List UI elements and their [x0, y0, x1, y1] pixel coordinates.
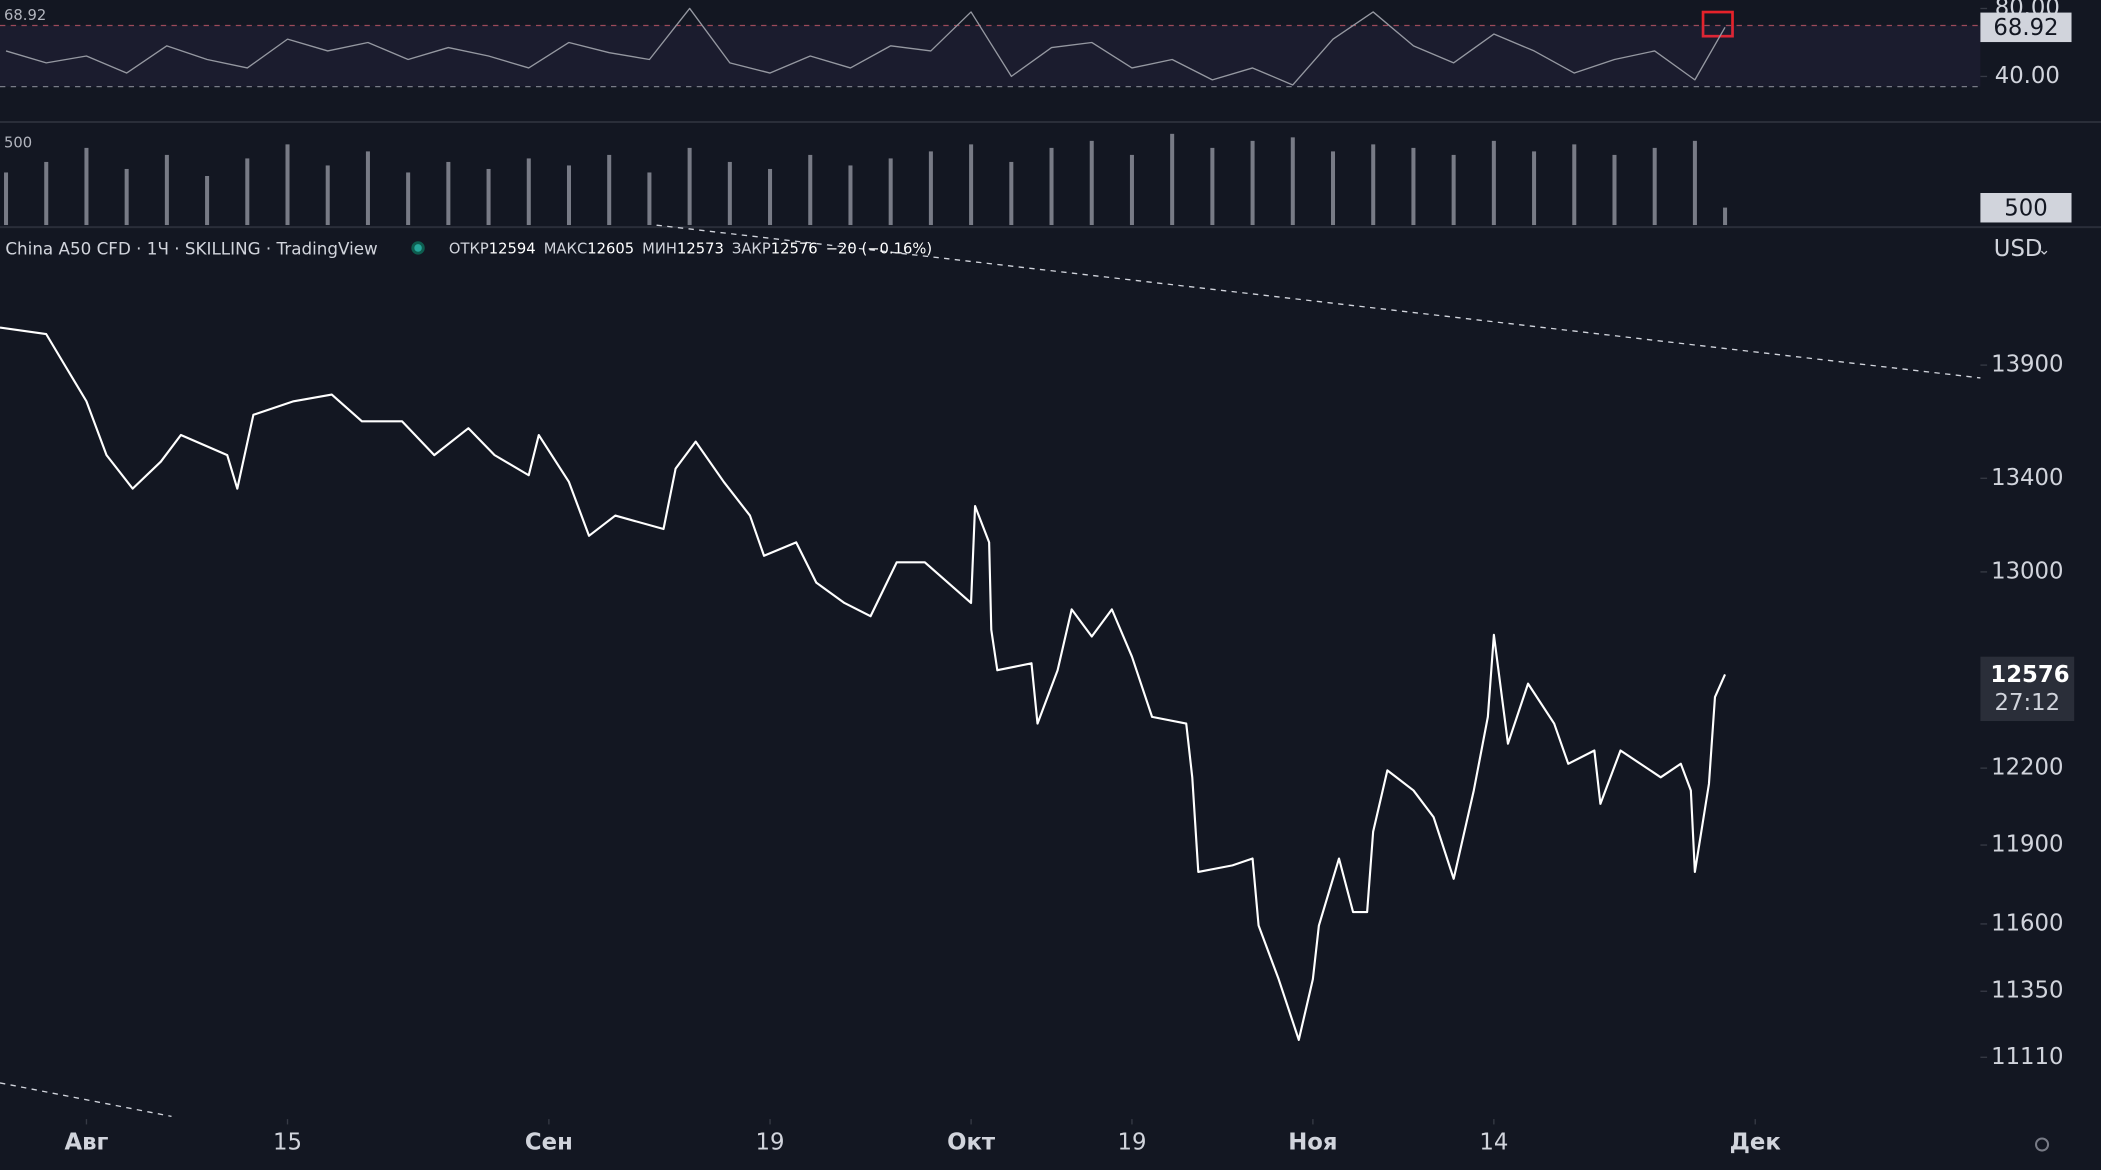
trend-line — [656, 224, 1981, 379]
settings-icon[interactable] — [2035, 1137, 2050, 1152]
price-label-box — [1980, 656, 2075, 722]
volume-bar — [365, 151, 370, 226]
trend-line — [0, 1082, 172, 1118]
currency: USD — [1994, 236, 2043, 262]
y-tick-label: 11350 — [1991, 978, 2063, 1004]
ohlc-value: 12576 — [771, 240, 818, 257]
volume-bar — [808, 154, 813, 226]
y-tick-label: 13400 — [1991, 465, 2063, 491]
volume-bar — [1451, 154, 1456, 226]
volume-bar — [768, 168, 773, 226]
volume-bar — [928, 151, 933, 226]
change: −20 (−0.16%) — [826, 240, 932, 257]
highlight-box — [1701, 10, 1734, 38]
volume-bar — [1210, 147, 1215, 226]
volume-bar — [1652, 147, 1657, 226]
volume-bar — [1129, 154, 1134, 226]
x-tick-label: Сен — [525, 1130, 573, 1156]
volume-bar — [1290, 137, 1295, 226]
volume-bar — [848, 165, 853, 226]
volume-bar — [1250, 140, 1255, 226]
volume-bar — [1009, 161, 1014, 226]
volume-bar — [647, 172, 652, 226]
volume-bar — [205, 175, 210, 226]
x-tick-label: Ноя — [1288, 1130, 1337, 1156]
x-tick-label: Авг — [64, 1130, 108, 1156]
volume-bar — [1491, 140, 1496, 226]
volume-bar — [727, 161, 732, 226]
x-tick-label: Окт — [947, 1130, 996, 1156]
x-tick-label: 14 — [1479, 1130, 1508, 1156]
volume-bar — [1532, 151, 1537, 226]
volume-bar — [245, 158, 250, 226]
volume-bar — [1411, 147, 1416, 226]
rsi-line — [5, 7, 1726, 86]
volume-bar — [1723, 207, 1728, 226]
ohlc-label: МИН — [642, 240, 677, 257]
volume-bar — [888, 158, 893, 226]
rsi-value: 68.92 — [4, 7, 46, 24]
volume-bar — [406, 172, 411, 226]
volume-bar — [164, 154, 169, 226]
symbol-title: China A50 CFD · 1Ч · SKILLING · TradingV… — [5, 238, 377, 258]
y-tick-label: 11110 — [1991, 1044, 2063, 1070]
y-tick-label: 11900 — [1991, 832, 2063, 858]
ohlc-label: ОТКР — [449, 240, 489, 257]
volume-bar — [566, 165, 571, 226]
x-tick-label: Дек — [1730, 1130, 1782, 1156]
volume-bar — [1330, 151, 1336, 226]
rsi-band-fill — [0, 25, 1981, 87]
value-badge — [1980, 192, 2072, 223]
volume-bar — [124, 168, 129, 226]
volume-value: 500 — [4, 134, 32, 151]
volume-bar — [285, 144, 290, 226]
x-tick-label: 19 — [1117, 1130, 1146, 1156]
volume-bar — [1089, 140, 1094, 226]
x-tick-label: 19 — [756, 1130, 785, 1156]
x-tick-label: 15 — [273, 1130, 302, 1156]
rsi-pane — [0, 7, 1981, 88]
volume-bar — [84, 147, 89, 226]
countdown: 27:12 — [1995, 690, 2061, 716]
volume-bar — [1572, 144, 1577, 226]
volume-bar — [446, 161, 451, 226]
ohlc: ОТКР12594 МАКС12605 МИН12573 ЗАКР12576 −20 (… — [449, 240, 932, 257]
axes: 80.0040.0068.925001390013400130001220011… — [64, 0, 2072, 1156]
volume-bar — [486, 168, 491, 226]
price-pane — [0, 326, 1726, 1041]
volume-bar — [1049, 147, 1054, 226]
currency-caret: ⌄ — [2038, 242, 2050, 259]
ohlc-value: 12573 — [677, 240, 724, 257]
last-price: 12576 — [1990, 662, 2069, 688]
volume-bar — [1612, 154, 1617, 226]
y-tick-label: 12200 — [1991, 755, 2063, 781]
y-tick-label: 11600 — [1991, 910, 2063, 936]
y-tick-label: 40.00 — [1995, 63, 2060, 89]
value-badge — [1980, 12, 2072, 43]
volume-bar — [325, 165, 330, 226]
value-badge-label: 68.92 — [1993, 15, 2058, 41]
y-tick-label: 13900 — [1991, 352, 2063, 378]
ohlc-value: 12594 — [489, 240, 536, 257]
volume-bar — [1692, 140, 1697, 226]
volume-pane — [4, 133, 1728, 226]
volume-bar — [4, 172, 9, 226]
volume-bar — [526, 158, 531, 226]
volume-bar — [687, 147, 692, 226]
ohlc-label: ЗАКР — [732, 240, 771, 257]
status-dot — [414, 244, 422, 252]
volume-bar — [44, 161, 49, 226]
y-tick-label: 13000 — [1991, 558, 2063, 584]
volume-bar — [1371, 144, 1376, 226]
price-line — [0, 326, 1726, 1041]
value-badge-label: 500 — [2004, 196, 2047, 222]
volume-bar — [969, 144, 974, 226]
volume-bar — [607, 154, 612, 226]
ohlc-label: МАКС — [544, 240, 588, 257]
volume-bar — [1170, 133, 1175, 226]
ohlc-value: 12605 — [587, 240, 634, 257]
